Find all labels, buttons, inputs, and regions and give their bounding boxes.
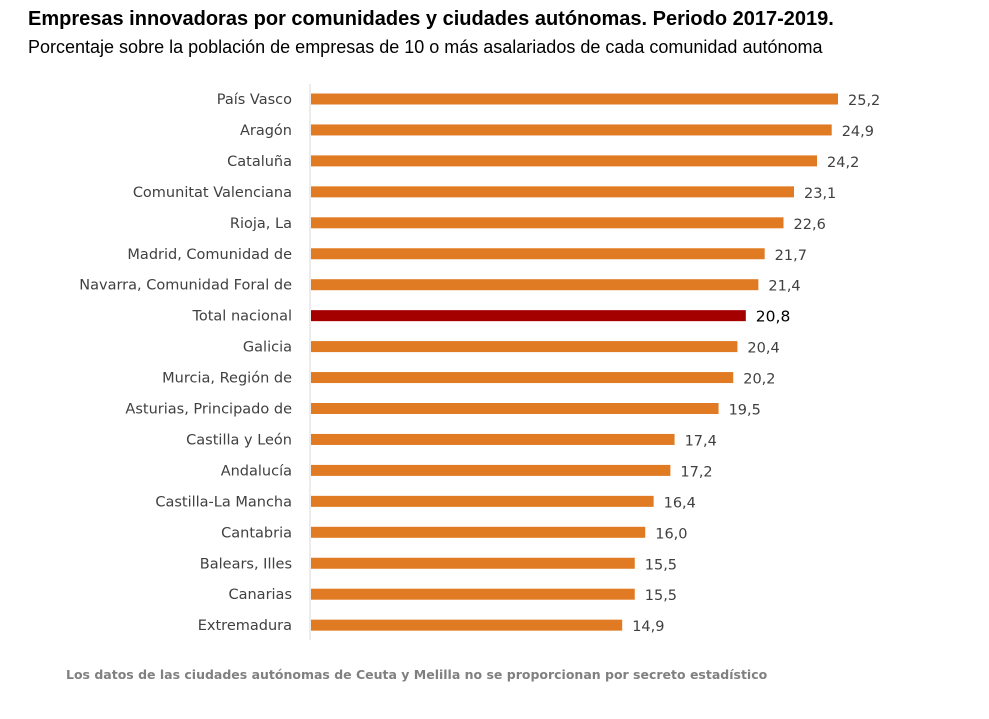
bar: [311, 217, 784, 229]
bar: [311, 186, 794, 198]
bar: [311, 124, 832, 136]
value-label: 14,9: [632, 619, 664, 635]
bar: [311, 310, 746, 322]
category-label: Rioja, La: [230, 216, 292, 232]
category-label: Castilla-La Mancha: [155, 494, 292, 510]
category-label: Canarias: [228, 587, 292, 603]
value-label: 24,9: [842, 124, 874, 140]
value-label: 23,1: [804, 186, 836, 202]
category-label: Cantabria: [221, 525, 292, 541]
bar: [311, 372, 734, 384]
bar: [311, 526, 646, 538]
category-label: Madrid, Comunidad de: [127, 247, 292, 263]
category-label: Asturias, Principado de: [125, 402, 292, 418]
category-label: Castilla y León: [186, 432, 292, 448]
value-label: 22,6: [794, 217, 826, 233]
bar: [311, 403, 719, 414]
category-label: Comunitat Valenciana: [133, 185, 292, 201]
category-label: Murcia, Región de: [162, 371, 292, 387]
category-label: Aragón: [240, 123, 292, 139]
value-label: 20,2: [743, 372, 775, 388]
bar: [311, 619, 623, 631]
value-label: 20,8: [756, 308, 791, 326]
bar: [311, 155, 818, 167]
value-label: 15,5: [645, 557, 677, 573]
value-label: 15,5: [645, 588, 677, 604]
bar: [311, 341, 738, 353]
chart-subtitle: Porcentaje sobre la población de empresa…: [28, 37, 823, 57]
category-label: Extremadura: [198, 618, 292, 634]
chart-footnote: Los datos de las ciudades autónomas de C…: [66, 667, 768, 682]
bar: [311, 433, 675, 445]
value-label: 21,4: [768, 279, 800, 295]
category-label: Cataluña: [227, 154, 292, 170]
value-label: 16,0: [655, 526, 687, 542]
bar: [311, 464, 671, 476]
value-label: 19,5: [729, 403, 761, 419]
category-label: País Vasco: [217, 92, 292, 108]
value-label: 24,2: [827, 155, 859, 171]
bar: [311, 557, 635, 569]
chart-title: Empresas innovadoras por comunidades y c…: [28, 8, 834, 30]
category-label: Andalucía: [221, 463, 292, 479]
value-label: 20,4: [747, 341, 779, 357]
bar: [311, 279, 759, 291]
bar: [311, 93, 838, 105]
category-label: Navarra, Comunidad Foral de: [79, 278, 292, 294]
value-label: 16,4: [664, 495, 696, 511]
category-label: Balears, Illes: [200, 556, 292, 572]
category-label: Total nacional: [191, 309, 292, 325]
bar: [311, 588, 635, 600]
value-label: 17,4: [685, 433, 717, 449]
bar: [311, 495, 654, 507]
bar: [311, 248, 765, 260]
value-label: 21,7: [775, 248, 807, 264]
category-label: Galicia: [243, 340, 292, 356]
value-label: 25,2: [848, 93, 880, 109]
value-label: 17,2: [680, 464, 712, 480]
